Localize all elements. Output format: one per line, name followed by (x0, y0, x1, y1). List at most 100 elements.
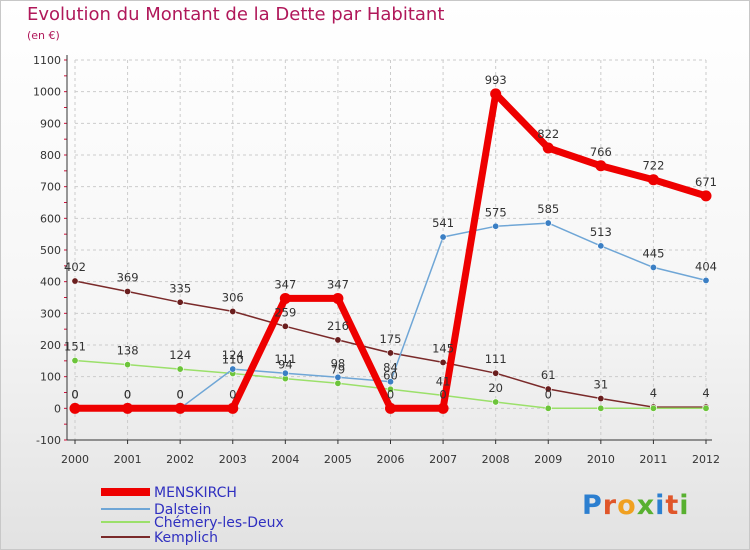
y-tick-label: 1000 (33, 86, 61, 99)
data-label: 0 (545, 387, 552, 401)
data-label: 124 (222, 348, 244, 362)
x-tick-label: 2012 (692, 453, 720, 466)
data-label: 151 (64, 340, 86, 354)
x-tick-label: 2008 (482, 453, 510, 466)
data-label: 84 (383, 361, 398, 375)
data-label: 541 (432, 216, 454, 230)
data-point (492, 222, 500, 230)
data-point (281, 369, 289, 377)
data-label: 993 (485, 73, 507, 87)
x-tick-label: 2003 (219, 453, 247, 466)
data-point (542, 142, 554, 154)
data-point (597, 395, 605, 403)
data-label: 4 (702, 386, 709, 400)
x-tick-label: 2005 (324, 453, 352, 466)
data-label: 216 (327, 319, 349, 333)
y-tick-label: 900 (40, 117, 61, 130)
data-label: 766 (590, 145, 612, 159)
data-label: 404 (695, 259, 717, 273)
data-point (386, 349, 394, 357)
data-point (492, 398, 500, 406)
data-label: 124 (169, 348, 191, 362)
series-layer (69, 88, 712, 414)
data-label: 0 (177, 387, 184, 401)
data-label: 0 (177, 387, 184, 401)
data-label: 347 (274, 277, 296, 291)
data-point (437, 402, 449, 414)
data-label: 335 (169, 281, 191, 295)
data-point (649, 263, 657, 271)
data-label: 0 (124, 387, 131, 401)
data-label: 175 (380, 332, 402, 346)
data-point (281, 322, 289, 330)
data-point (597, 242, 605, 250)
data-point (649, 404, 657, 412)
data-label: 575 (485, 205, 507, 219)
data-label: 41 (436, 374, 451, 388)
data-label: 110 (222, 353, 244, 367)
data-point (174, 402, 186, 414)
data-point (176, 365, 184, 373)
data-label: 306 (222, 290, 244, 304)
x-tick-label: 2004 (271, 453, 299, 466)
data-point (595, 160, 607, 172)
y-tick-label: -100 (36, 434, 61, 447)
data-point (279, 292, 291, 304)
y-tick-label: 600 (40, 212, 61, 225)
data-point (386, 378, 394, 386)
y-tick-label: 100 (40, 371, 61, 384)
data-label: 0 (439, 387, 446, 401)
data-point (702, 404, 710, 412)
data-point (647, 174, 659, 186)
data-label: 111 (274, 352, 296, 366)
data-point (176, 298, 184, 306)
x-tick-label: 2006 (377, 453, 405, 466)
data-point (334, 373, 342, 381)
data-label: 0 (71, 387, 78, 401)
data-point (439, 358, 447, 366)
data-label: 31 (594, 378, 609, 392)
x-tick-label: 2000 (61, 453, 89, 466)
data-point (700, 190, 712, 202)
data-label: 79 (331, 362, 346, 376)
data-point (71, 357, 79, 365)
data-point (334, 379, 342, 387)
chart-unit: (en €) (27, 29, 60, 42)
data-label: 0 (124, 387, 131, 401)
axis-layer: -100010020030040050060070080090010001100… (33, 54, 720, 466)
y-tick-label: 500 (40, 244, 61, 257)
x-tick-label: 2011 (639, 453, 667, 466)
data-point (544, 404, 552, 412)
chart-title: Evolution du Montant de la Dette par Hab… (27, 4, 445, 25)
data-point (122, 402, 134, 414)
data-label: 671 (695, 175, 717, 189)
data-label: 98 (331, 356, 346, 370)
data-label: 513 (590, 225, 612, 239)
data-label: 138 (117, 344, 139, 358)
data-label: 4 (650, 386, 657, 400)
y-tick-label: 400 (40, 276, 61, 289)
legend-label: Dalstein (154, 502, 211, 518)
data-label: 585 (537, 202, 559, 216)
y-tick-label: 700 (40, 181, 61, 194)
data-point (332, 292, 344, 304)
data-point (597, 404, 605, 412)
legend-label: Kemplich (154, 530, 218, 546)
data-label: 61 (541, 368, 556, 382)
data-point (229, 365, 237, 373)
y-tick-label: 200 (40, 339, 61, 352)
data-label: 0 (387, 387, 394, 401)
data-point (544, 385, 552, 393)
data-point (71, 277, 79, 285)
y-tick-label: 800 (40, 149, 61, 162)
y-tick-label: 1100 (33, 54, 61, 67)
data-label: 111 (485, 352, 507, 366)
data-label: 402 (64, 260, 86, 274)
legend-label: MENSKIRCH (154, 485, 237, 501)
x-tick-label: 2009 (534, 453, 562, 466)
data-label: 259 (274, 305, 296, 319)
data-point (386, 385, 394, 393)
y-tick-label: 300 (40, 307, 61, 320)
